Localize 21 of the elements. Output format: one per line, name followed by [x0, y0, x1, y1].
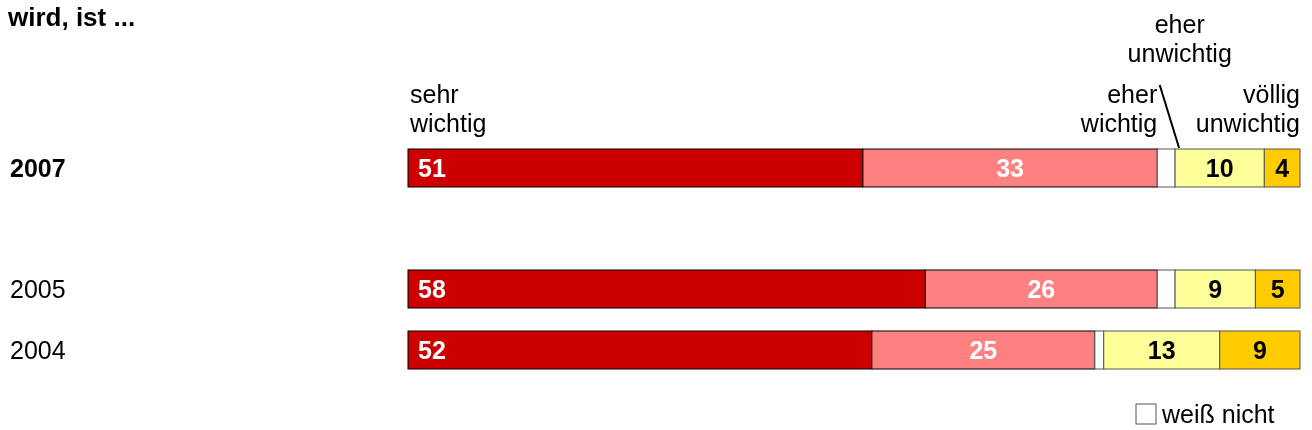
legend-label: weiß nicht: [1161, 400, 1275, 428]
y-tick-label: 2004: [10, 336, 66, 364]
series-label: sehr wichtig: [409, 80, 487, 137]
data-label: 26: [1027, 275, 1056, 303]
data-label: 4: [1275, 154, 1290, 182]
series-label: völlig unwichtig: [1195, 80, 1300, 137]
y-tick-label: 2005: [10, 275, 66, 303]
data-label: 52: [418, 336, 446, 364]
data-label: 51: [418, 154, 446, 182]
series-label: eher wichtig: [1079, 80, 1158, 137]
data-label: 5: [1270, 275, 1285, 303]
data-label: 58: [418, 275, 446, 303]
data-label: 13: [1147, 336, 1176, 364]
data-label: 10: [1205, 154, 1234, 182]
text: eher unwichtig: [1127, 10, 1232, 67]
data-label: 25: [969, 336, 998, 364]
data-label: 33: [996, 154, 1025, 182]
y-tick-label: 2007: [10, 154, 66, 182]
data-label: 9: [1252, 336, 1267, 364]
data-label: 9: [1208, 275, 1223, 303]
text: wird, ist ...: [7, 2, 136, 32]
